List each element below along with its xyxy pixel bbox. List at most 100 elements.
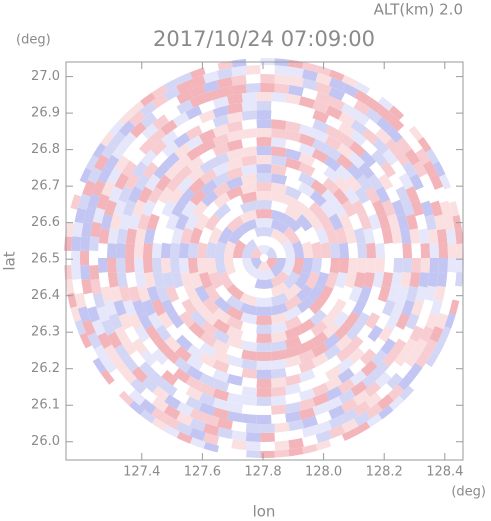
speckle <box>345 323 362 341</box>
speckle <box>90 357 107 375</box>
speckle <box>367 173 384 191</box>
speckle <box>202 89 220 103</box>
speckle <box>387 384 405 401</box>
speckle <box>338 213 353 231</box>
speckle <box>347 242 358 258</box>
speckle <box>271 340 288 352</box>
y-tick-label: 26.2 <box>31 361 60 376</box>
speckle <box>185 386 203 401</box>
speckle <box>325 125 343 141</box>
speckle <box>412 160 428 178</box>
speckle <box>122 355 139 373</box>
speckle <box>149 128 167 145</box>
speckle <box>284 345 302 359</box>
speckle <box>121 338 137 356</box>
speckle <box>129 148 146 166</box>
speckle <box>320 241 331 258</box>
speckle <box>176 80 193 95</box>
speckle <box>353 89 371 105</box>
speckle <box>386 126 403 144</box>
speckle <box>163 152 180 169</box>
speckle <box>322 321 340 339</box>
speckle <box>284 166 302 181</box>
speckle <box>239 282 258 297</box>
speckle <box>380 338 397 356</box>
speckle <box>111 356 128 374</box>
speckle <box>271 368 287 379</box>
speckle <box>397 125 414 143</box>
speckle <box>325 375 343 391</box>
speckle <box>161 299 176 317</box>
speckle <box>429 173 444 191</box>
speckle <box>367 325 384 343</box>
speckle <box>301 258 313 275</box>
speckle <box>189 437 206 451</box>
speckle <box>225 305 244 321</box>
speckle <box>271 155 287 167</box>
speckle <box>340 398 358 414</box>
altitude-label: ALT(km) 2.0 <box>374 1 463 19</box>
speckle <box>212 397 230 411</box>
speckle <box>212 329 230 345</box>
speckle <box>308 201 326 219</box>
speckle <box>185 135 204 151</box>
speckle <box>260 441 275 451</box>
speckle <box>341 82 359 98</box>
speckle <box>131 160 148 178</box>
speckle <box>347 163 364 181</box>
speckle <box>116 243 126 258</box>
chart-title: 2017/10/24 07:09:00 <box>153 27 375 51</box>
speckle <box>320 298 337 316</box>
speckle <box>408 124 425 142</box>
speckle <box>215 284 232 302</box>
speckle <box>271 110 287 121</box>
speckle <box>336 142 354 159</box>
speckle <box>369 161 386 179</box>
speckle <box>298 114 316 128</box>
speckle <box>215 258 227 275</box>
speckle <box>64 250 72 266</box>
speckle <box>152 114 170 131</box>
speckle <box>425 312 439 330</box>
speckle <box>266 258 277 270</box>
speckle <box>212 105 230 119</box>
speckle <box>402 337 418 355</box>
speckle <box>388 395 406 412</box>
speckle <box>98 243 108 258</box>
speckle <box>118 120 136 137</box>
speckle <box>176 401 194 417</box>
speckle <box>359 348 377 366</box>
speckle <box>120 131 137 149</box>
speckle <box>187 166 205 183</box>
speckle <box>189 446 206 458</box>
speckle <box>412 338 428 356</box>
speckle <box>151 93 169 109</box>
speckle <box>301 241 313 258</box>
speckle <box>378 173 394 191</box>
speckle <box>176 89 194 105</box>
speckle <box>157 186 174 205</box>
speckle <box>335 164 353 182</box>
speckle <box>456 258 464 273</box>
speckle <box>212 181 231 198</box>
speckle <box>415 213 428 230</box>
speckle <box>233 258 247 277</box>
speckle <box>328 405 346 420</box>
speckle <box>270 209 289 224</box>
speckle <box>378 95 395 111</box>
speckle <box>271 137 287 148</box>
speckle <box>352 110 370 126</box>
speckle <box>241 386 257 397</box>
speckle <box>311 352 329 368</box>
speckle <box>125 258 135 274</box>
speckle <box>445 228 457 245</box>
speckle <box>391 299 406 317</box>
speckle <box>163 96 181 112</box>
speckle <box>122 143 139 161</box>
speckle <box>199 331 217 348</box>
speckle <box>309 190 327 207</box>
speckle <box>311 342 329 358</box>
speckle <box>256 378 272 388</box>
speckle <box>171 227 184 245</box>
speckle <box>378 405 395 421</box>
